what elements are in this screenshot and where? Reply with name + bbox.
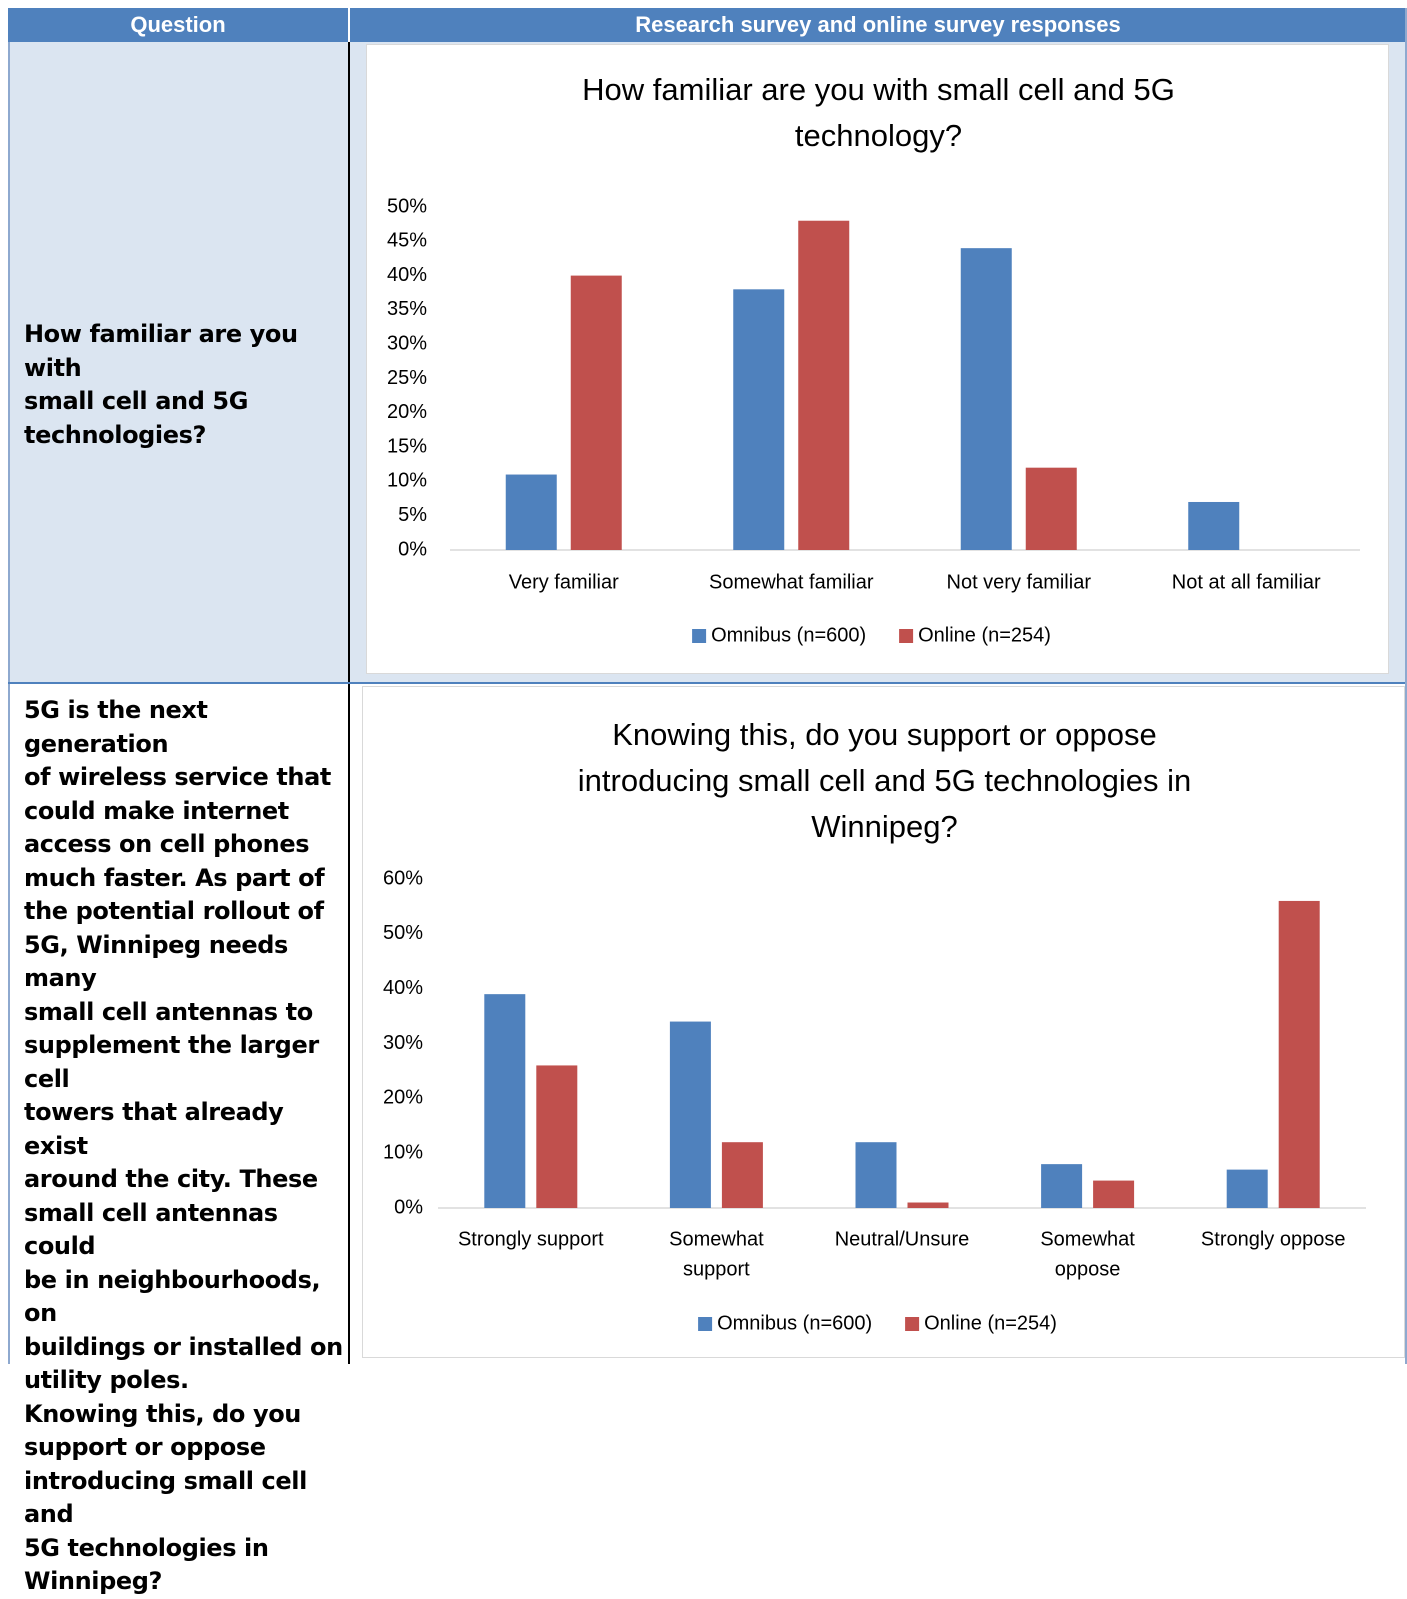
y-tick-label: 50% [387,195,427,217]
category-label: support [683,1258,750,1280]
chart-title-line: introducing small cell and 5G technologi… [578,763,1191,798]
legend-label: Omnibus (n=600) [717,1312,872,1334]
table-border-right [1405,8,1407,1364]
y-tick-label: 10% [383,1141,423,1163]
y-tick-label: 60% [383,867,423,889]
category-label: Somewhat [1040,1228,1135,1250]
category-label: Strongly support [458,1228,604,1250]
legend-swatch [905,1317,920,1331]
bar-omnibus [733,289,785,550]
question-2-text: 5G is the next generation of wireless se… [24,696,343,1595]
bar-online [1278,900,1320,1208]
y-tick-label: 25% [387,367,427,389]
familiarity-chart-svg: How familiar are you with small cell and… [387,72,1360,646]
y-tick-label: 20% [383,1087,423,1109]
category-label: Neutral/Unsure [835,1228,970,1250]
legend-label: Online (n=254) [918,624,1051,646]
question-1-text: How familiar are you with small cell and… [24,320,298,449]
bar-omnibus [855,1142,897,1208]
y-tick-label: 45% [387,230,427,252]
bar-omnibus [960,248,1012,550]
category-label: oppose [1055,1258,1121,1280]
category-label: Somewhat [669,1228,764,1250]
legend: Omnibus (n=600) Online (n=254) [698,1312,1057,1334]
bar-online [1025,467,1077,550]
bar-omnibus [1226,1169,1268,1208]
y-tick-label: 35% [387,298,427,320]
category-label: Very familiar [509,571,619,593]
category-label: Not at all familiar [1172,571,1321,593]
legend: Omnibus (n=600) Online (n=254) [692,624,1051,646]
question-cell-2 [8,684,348,1364]
bar-online [570,275,622,550]
legend-swatch [692,629,707,643]
y-tick-label: 20% [387,401,427,423]
legend-swatch [698,1317,713,1331]
bar-online [907,1202,949,1208]
y-tick-label: 0% [394,1196,423,1218]
survey-table: Question Research survey and online surv… [8,8,1407,1595]
chart-title-line: Knowing this, do you support or oppose [612,717,1157,752]
question-cell-1 [8,42,348,682]
bar-omnibus [1188,501,1240,550]
bar-online [1093,1180,1135,1208]
row-divider [8,682,1407,684]
y-tick-label: 5% [398,504,427,526]
y-tick-label: 15% [387,435,427,457]
y-tick-label: 50% [383,922,423,944]
header-question: Question [8,8,348,42]
y-tick-label: 40% [387,264,427,286]
bar-omnibus [1041,1164,1083,1208]
y-tick-label: 10% [387,470,427,492]
bar-online [721,1142,763,1208]
bar-online [536,1065,578,1208]
chart-title-line: Winnipeg? [811,809,957,844]
legend-label: Omnibus (n=600) [711,624,866,646]
support-chart: Knowing this, do you support or oppose in… [362,686,1405,1358]
y-tick-label: 40% [383,977,423,999]
column-divider [348,42,350,1364]
support-chart-svg: Knowing this, do you support or oppose in… [383,717,1366,1334]
y-tick-label: 30% [383,1032,423,1054]
category-label: Not very familiar [947,571,1092,593]
chart-title-line: technology? [795,118,962,153]
header-responses: Research survey and online survey respon… [350,8,1406,42]
y-tick-label: 0% [398,538,427,560]
category-label: Strongly oppose [1201,1228,1346,1250]
legend-label: Online (n=254) [924,1312,1057,1334]
legend-swatch [899,629,914,643]
bar-omnibus [669,1021,711,1208]
bar-omnibus [484,994,526,1208]
chart-title-line: How familiar are you with small cell and… [582,72,1175,107]
y-tick-label: 30% [387,332,427,354]
category-label: Somewhat familiar [709,571,874,593]
bar-online [798,220,850,550]
familiarity-chart: How familiar are you with small cell and… [366,44,1389,674]
bar-omnibus [505,474,557,550]
